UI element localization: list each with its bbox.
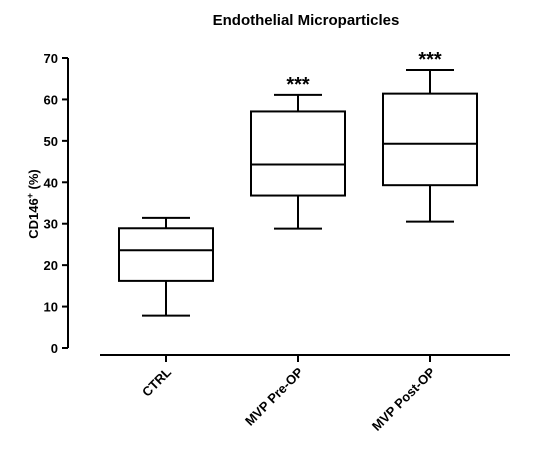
chart-title: Endothelial Microparticles (213, 12, 400, 29)
y-tick-label: 70 (44, 51, 58, 66)
y-axis-label-unit: (%) (26, 169, 41, 193)
box-group (118, 216, 214, 317)
iqr-box (382, 92, 478, 187)
box-group (250, 93, 346, 230)
box-group (382, 69, 478, 223)
y-tick-label: 40 (44, 175, 58, 190)
x-category-label: MVP Pre-OP (242, 364, 306, 428)
y-tick-label: 0 (51, 341, 58, 356)
x-category-label: CTRL (139, 364, 174, 399)
y-axis-label-main: CD146 (26, 198, 41, 238)
boxes-layer (118, 69, 478, 317)
iqr-box (118, 227, 214, 282)
significance-label: *** (418, 49, 442, 71)
y-axis-label: CD146+ (%) (25, 169, 41, 239)
iqr-box (250, 110, 346, 197)
y-tick-label: 20 (44, 258, 58, 273)
y-axis-label-superscript: + (25, 193, 35, 198)
y-tick-label: 30 (44, 217, 58, 232)
y-tick-label: 50 (44, 134, 58, 149)
y-tick-label: 10 (44, 300, 58, 315)
significance-label: *** (286, 74, 310, 96)
x-category-label: MVP Post-OP (369, 364, 438, 433)
y-tick-label: 60 (44, 92, 58, 107)
axes-layer: 0 10 20 30 40 50 60 70 (44, 51, 510, 362)
